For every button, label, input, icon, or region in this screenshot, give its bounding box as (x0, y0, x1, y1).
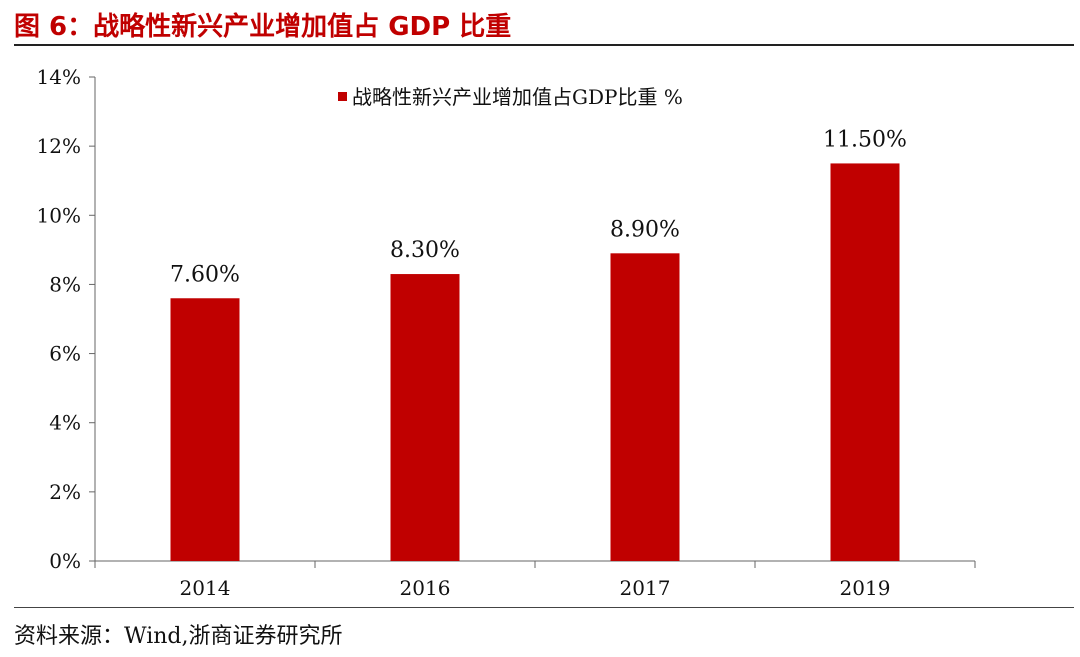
bar-chart: 0% 2% 4% 6% 8% 10% 12% 14% 2014 2016 2017 2019 7.6… (37, 65, 976, 600)
y-tick-label: 6% (49, 342, 81, 366)
bar-value-label: 7.60% (170, 262, 240, 287)
y-tick-label: 4% (49, 411, 81, 435)
x-tick-label: 2017 (620, 576, 671, 600)
x-axis: 2014 2016 2017 2019 (94, 560, 976, 600)
bar-value-label: 8.30% (390, 238, 460, 263)
y-tick-label: 8% (49, 272, 81, 296)
y-tick-label: 12% (37, 134, 81, 158)
y-tick-label: 14% (37, 65, 81, 89)
bar (830, 163, 900, 561)
bar (170, 298, 240, 561)
source-rule (14, 607, 1074, 608)
x-tick-label: 2019 (840, 576, 891, 600)
bar (610, 253, 680, 562)
x-tick-label: 2016 (400, 576, 451, 600)
legend-label: 战略性新兴产业增加值占GDP比重 % (352, 85, 683, 109)
bar-value-label: 11.50% (823, 127, 907, 152)
bar-value-label: 8.90% (610, 217, 680, 242)
y-tick-label: 0% (49, 549, 81, 573)
bars: 7.60% 8.30% 8.90% 11.50% (170, 127, 907, 562)
y-axis: 0% 2% 4% 6% 8% 10% 12% 14% (37, 65, 96, 573)
y-tick-label: 10% (37, 203, 81, 227)
legend: 战略性新兴产业增加值占GDP比重 % (338, 85, 683, 109)
title-rule (14, 44, 1074, 46)
legend-swatch (338, 92, 347, 101)
bar (390, 274, 460, 561)
x-tick-label: 2014 (180, 576, 231, 600)
source-note: 资料来源：Wind,浙商证券研究所 (14, 624, 343, 649)
figure-title: 图 6：战略性新兴产业增加值占 GDP 比重 (14, 12, 512, 42)
y-tick-label: 2% (49, 480, 81, 504)
